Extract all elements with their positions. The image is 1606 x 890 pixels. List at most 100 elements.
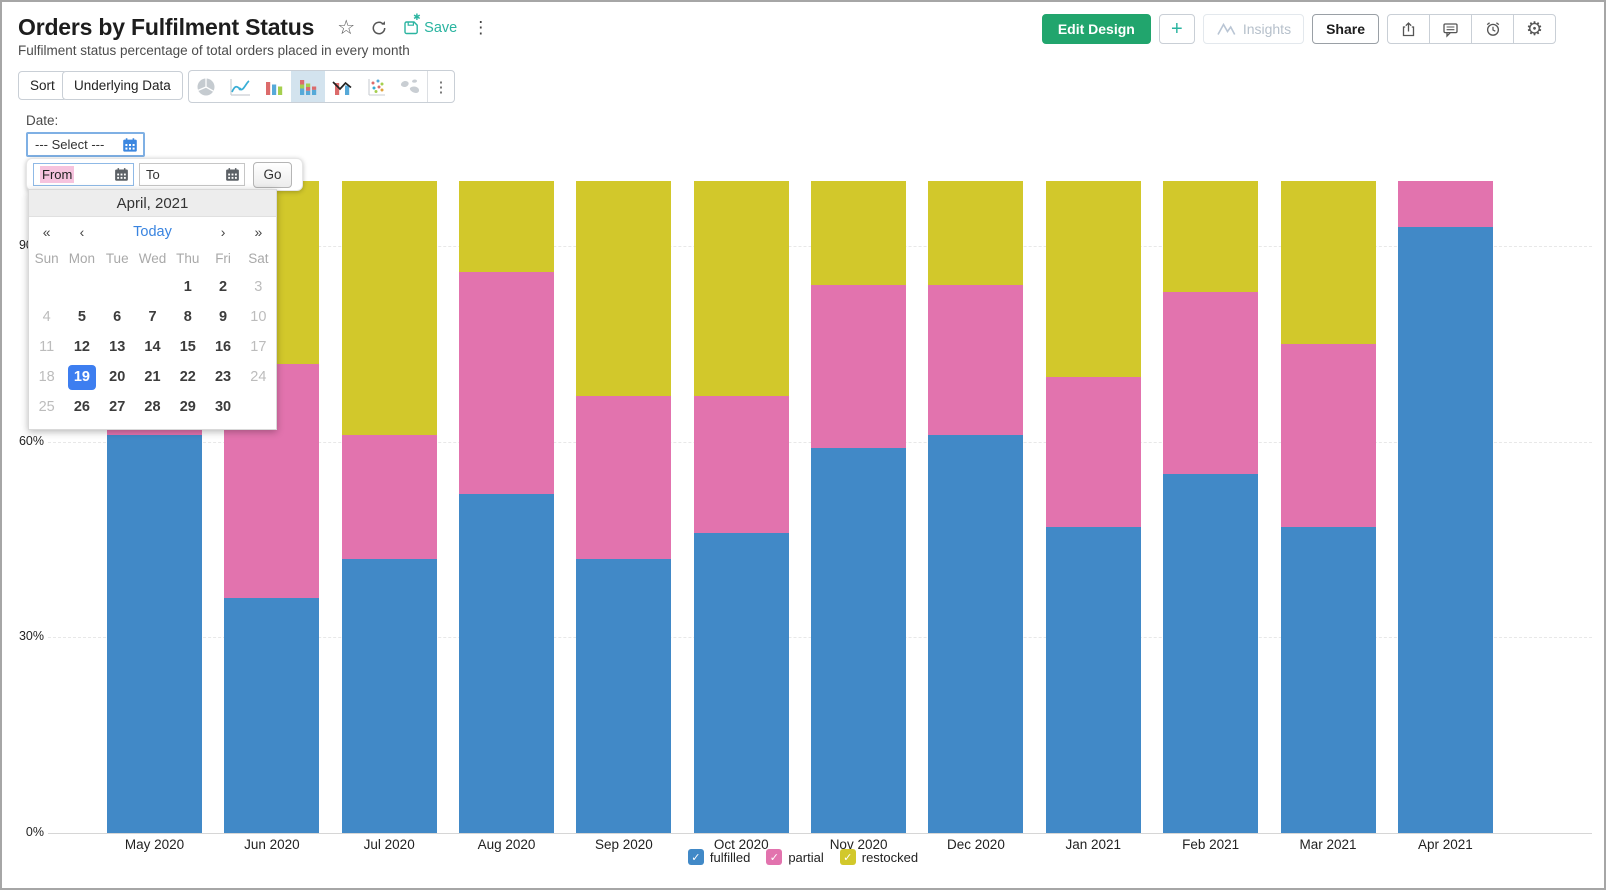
chart-type-scatter[interactable] [359,71,393,102]
more-chart-types-icon[interactable]: ⋮ [433,78,449,96]
bar-segment-partial[interactable] [341,435,437,560]
bar-segment-partial[interactable] [1045,376,1141,527]
bar-segment-fulfilled[interactable] [1045,526,1141,833]
favorite-star-icon[interactable]: ☆ [337,16,356,39]
share-button[interactable]: Share [1312,14,1379,44]
to-date-input[interactable]: To [139,163,245,186]
bar-segment-fulfilled[interactable] [1397,226,1493,833]
today-link[interactable]: Today [133,223,172,240]
chart-type-pie[interactable] [189,71,223,102]
underlying-data-button[interactable]: Underlying Data [62,71,183,100]
line-chart-icon [230,78,250,96]
calendar-day[interactable]: 23 [214,369,232,385]
calendar-day[interactable]: 18 [38,369,55,385]
bar-segment-partial[interactable] [811,285,907,449]
sort-button[interactable]: Sort [18,71,67,100]
calendar-day[interactable]: 28 [144,399,161,415]
bar-segment-fulfilled[interactable] [341,559,437,833]
bar-segment-fulfilled[interactable] [224,598,320,833]
bar-segment-partial[interactable] [1397,181,1493,227]
calendar-day[interactable]: 3 [254,279,263,295]
calendar-day[interactable]: 16 [214,339,232,355]
bar-segment-fulfilled[interactable] [107,435,202,833]
calendar-day[interactable]: 5 [77,309,86,325]
bar-segment-restocked[interactable] [1280,181,1376,344]
legend-checkbox-icon[interactable]: ✓ [766,849,783,865]
go-button[interactable]: Go [253,161,292,188]
bar-segment-restocked[interactable] [341,181,437,436]
bar-segment-fulfilled[interactable] [459,493,555,833]
calendar-day[interactable]: 12 [73,339,90,355]
calendar-day[interactable]: 24 [250,369,267,385]
legend-checkbox-icon[interactable]: ✓ [687,849,704,865]
calendar-day[interactable]: 2 [219,279,228,295]
edit-design-button[interactable]: Edit Design [1041,14,1151,44]
legend-item-partial[interactable]: ✓ partial [766,849,824,865]
bar-segment-restocked[interactable] [928,181,1024,286]
chart-type-map[interactable] [393,71,427,102]
next-year-icon[interactable]: » [254,223,263,240]
bar-segment-fulfilled[interactable] [576,559,672,833]
calendar-day[interactable]: 14 [144,339,161,355]
calendar-day[interactable]: 30 [214,399,232,415]
bar-segment-restocked[interactable] [1045,181,1141,377]
chart-type-stacked-bar[interactable] [291,71,325,102]
bar-segment-restocked[interactable] [576,181,672,397]
bar-segment-fulfilled[interactable] [928,435,1024,833]
calendar-day[interactable]: 9 [219,309,228,325]
calendar-day[interactable]: 21 [144,369,161,385]
bar-segment-restocked[interactable] [459,181,555,273]
calendar-day[interactable]: 26 [73,399,90,415]
calendar-day[interactable]: 1 [183,279,192,295]
legend-item-fulfilled[interactable]: ✓ fulfilled [687,849,750,865]
bar-segment-partial[interactable] [576,396,672,560]
calendar-day[interactable]: 29 [179,399,196,415]
comments-button[interactable] [1429,14,1472,44]
refresh-icon[interactable] [370,19,388,37]
calendar-day[interactable]: 20 [109,369,126,385]
calendar-day[interactable]: 22 [179,369,196,385]
calendar-day[interactable]: 13 [109,339,126,355]
prev-month-icon[interactable]: ‹ [79,223,85,240]
combo-chart-icon [332,80,352,95]
bar-segment-partial[interactable] [1163,291,1259,475]
legend-checkbox-icon[interactable]: ✓ [839,849,856,865]
calendar-day[interactable]: 25 [38,399,55,415]
bar-segment-restocked[interactable] [693,181,789,397]
bar-segment-fulfilled[interactable] [811,448,907,833]
chart-type-line[interactable] [223,71,257,102]
bar-segment-partial[interactable] [928,285,1024,436]
bar-segment-fulfilled[interactable] [1280,526,1376,833]
legend-item-restocked[interactable]: ✓ restocked [839,849,918,865]
next-month-icon[interactable]: › [220,223,226,240]
save-button[interactable]: ✱ Save [403,12,457,36]
bar-segment-partial[interactable] [459,272,555,494]
calendar-day-selected[interactable]: 19 [64,362,99,392]
bar-segment-partial[interactable] [1280,344,1376,527]
bar-segment-restocked[interactable] [811,181,907,286]
calendar-day[interactable]: 15 [179,339,196,355]
from-date-input[interactable]: From [33,163,134,186]
insights-button[interactable]: Insights [1202,14,1305,44]
chart-type-bar[interactable] [257,71,291,102]
chart-type-combo[interactable] [325,71,359,102]
bar-segment-fulfilled[interactable] [1163,474,1259,833]
calendar-day[interactable]: 4 [42,309,51,325]
calendar-day[interactable]: 17 [250,339,267,355]
bar-segment-restocked[interactable] [1163,181,1259,292]
calendar-day[interactable]: 11 [39,339,55,355]
date-select-dropdown[interactable]: --- Select --- [26,132,145,157]
more-options-icon[interactable]: ⋮ [472,17,490,37]
calendar-day[interactable]: 8 [183,309,192,325]
settings-button[interactable]: ⚙ [1513,14,1556,44]
prev-year-icon[interactable]: « [42,223,51,240]
bar-segment-partial[interactable] [693,396,789,534]
calendar-day[interactable]: 10 [250,309,267,325]
insights-label: Insights [1242,21,1292,37]
bar-segment-fulfilled[interactable] [693,533,789,833]
calendar-day[interactable]: 6 [113,309,122,325]
export-button[interactable] [1387,14,1430,44]
add-button[interactable]: + [1158,14,1195,44]
calendar-day[interactable]: 27 [109,399,126,415]
calendar-day[interactable]: 7 [148,309,157,325]
